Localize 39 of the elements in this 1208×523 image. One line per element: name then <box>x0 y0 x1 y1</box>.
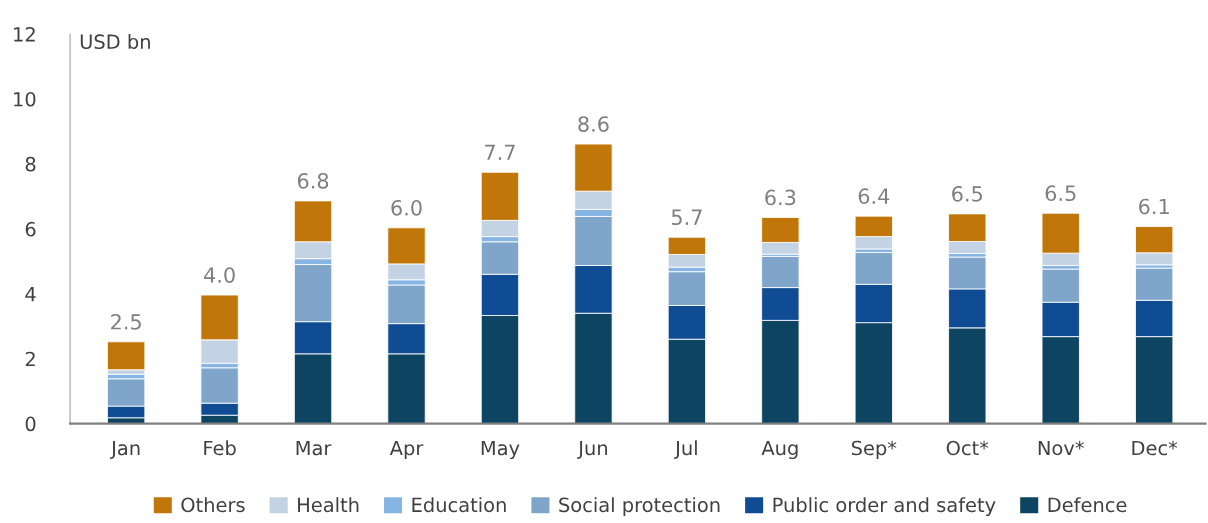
x-tick-label: Aug <box>761 440 798 460</box>
total-label: 6.8 <box>297 172 329 189</box>
total-label: 6.0 <box>391 199 422 216</box>
y-tick-label: 10 <box>14 91 36 107</box>
y-tick-label: 4 <box>25 286 36 302</box>
total-label: 6.5 <box>1045 185 1076 202</box>
y-tick-label: 6 <box>25 221 36 237</box>
total-label: 6.4 <box>858 188 890 204</box>
total-label: 2.5 <box>111 313 141 330</box>
total-label: 6.5 <box>952 185 983 202</box>
x-tick-label: Sep* <box>851 440 897 460</box>
x-tick-label: Dec* <box>1132 440 1178 456</box>
y-tick-label: 8 <box>25 156 36 172</box>
y-axis-title: USD bn <box>80 34 150 50</box>
x-tick-label: Nov* <box>1038 440 1084 456</box>
x-tick-label: Feb <box>204 440 236 456</box>
total-label: 4.0 <box>204 267 235 283</box>
x-tick-label: May <box>481 440 520 460</box>
legend-label: Defence <box>1048 497 1127 513</box>
legend-label: Education <box>412 497 506 513</box>
legend-label: Others <box>181 497 245 513</box>
y-tick-label: 2 <box>25 351 35 367</box>
total-label: 6.1 <box>1139 198 1169 215</box>
total-label: 5.7 <box>671 209 702 226</box>
x-tick-label: Jun <box>577 440 607 459</box>
legend-label: Health <box>298 497 359 513</box>
x-tick-label: Jul <box>674 440 697 459</box>
x-tick-label: Mar <box>296 440 332 456</box>
bar <box>107 341 146 371</box>
legend-label: Social protection <box>559 497 720 516</box>
x-tick-label: Apr <box>389 440 424 460</box>
total-label: 8.6 <box>578 116 609 132</box>
y-tick-label: 12 <box>14 26 35 42</box>
legend-label: Public order and safety <box>773 497 996 516</box>
x-tick-label: Jan <box>110 440 140 459</box>
total-label: 7.7 <box>485 144 515 160</box>
y-tick-label: 0 <box>25 416 36 432</box>
x-tick-label: Oct* <box>946 440 989 456</box>
total-label: 6.3 <box>765 189 796 206</box>
